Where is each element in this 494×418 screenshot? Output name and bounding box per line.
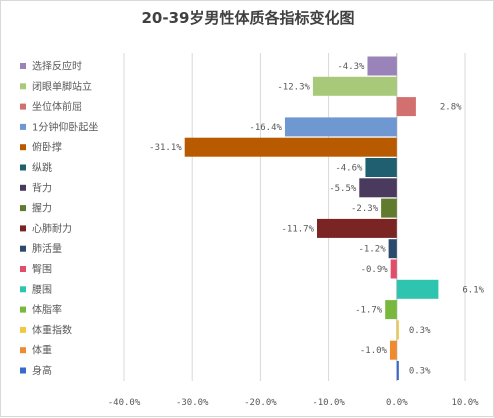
data-label: 0.3% [409, 326, 431, 336]
legend-label: 选择反应时 [32, 60, 82, 73]
data-label: -16.4% [249, 123, 282, 133]
bar [367, 56, 397, 76]
bar [396, 97, 416, 117]
legend-label: 1分钟仰卧起坐 [32, 120, 98, 133]
x-tick-label: -20.0% [244, 398, 277, 408]
legend-marker [20, 205, 26, 212]
bar [396, 279, 439, 299]
legend-marker [20, 286, 26, 293]
legend-label: 心肺耐力 [32, 222, 72, 235]
legend-marker [20, 225, 26, 232]
legend-marker [20, 63, 26, 69]
data-label: -5.5% [329, 184, 357, 194]
bar [389, 340, 397, 360]
data-label: -4.3% [337, 62, 365, 72]
legend-label: 身高 [32, 364, 52, 377]
bar [284, 117, 397, 137]
legend-marker [20, 144, 26, 151]
data-label: -1.0% [360, 346, 388, 356]
bar [312, 76, 397, 96]
bar [184, 137, 397, 157]
x-tick-label: 0.0% [386, 398, 408, 408]
data-label: 6.1% [462, 285, 484, 295]
legend-marker [20, 103, 26, 110]
data-label: -4.6% [335, 164, 363, 174]
legend-marker [20, 245, 26, 252]
chart-title: 20-39岁男性体质各指标变化图 [142, 9, 355, 27]
bar [390, 259, 397, 279]
legend-label: 腰围 [32, 284, 52, 296]
bar [381, 198, 397, 218]
data-label: 2.8% [440, 103, 462, 113]
bar [385, 300, 397, 320]
legend-label: 握力 [32, 202, 52, 215]
legend-marker [20, 123, 26, 130]
data-label: -11.7% [281, 224, 314, 234]
data-label: -2.3% [351, 204, 379, 214]
x-tick-label: 10.0% [451, 398, 479, 408]
legend-marker [20, 347, 26, 354]
data-label: 0.3% [409, 367, 431, 377]
data-label: -12.3% [277, 82, 310, 92]
legend-label: 闭眼单脚站立 [32, 80, 92, 93]
legend-marker [20, 266, 26, 272]
legend-label: 体重 [32, 344, 52, 357]
data-label: -0.9% [361, 265, 389, 275]
legend-label: 肺活量 [32, 243, 62, 255]
bars [184, 56, 439, 380]
legend-marker [20, 164, 26, 171]
x-tick-label: -30.0% [176, 398, 209, 408]
bar [396, 361, 399, 380]
legend-label: 体重指数 [32, 323, 72, 336]
x-tick-label: -10.0% [312, 398, 345, 408]
legend-label: 俯卧撑 [32, 141, 62, 154]
legend-label: 纵跳 [32, 161, 52, 174]
legend-label: 背力 [32, 181, 52, 194]
legend-marker [20, 367, 26, 374]
legend-marker [20, 306, 26, 313]
bar [365, 158, 397, 177]
bar [359, 178, 397, 198]
x-tick-label: -40.0% [108, 398, 141, 408]
legend-label: 臀围 [32, 264, 52, 276]
data-label: -1.7% [355, 306, 383, 316]
bar [396, 320, 399, 340]
legend-marker [20, 326, 26, 333]
legend-label: 体脂率 [32, 303, 62, 316]
legend-label: 坐位体前屈 [32, 100, 82, 113]
bar [388, 239, 397, 259]
data-labels: -4.3% -12.3% 2.8% -16.4% -31.1% -4.6% -5.5% -2.… [149, 62, 484, 377]
x-axis-tick-labels: -40.0% -30.0% -20.0% -10.0% 0.0% 10.0% [108, 398, 479, 408]
legend-marker [20, 184, 26, 191]
data-label: -1.2% [359, 245, 387, 255]
data-label: -31.1% [149, 143, 182, 153]
bar [317, 218, 397, 238]
legend-marker [20, 83, 26, 90]
